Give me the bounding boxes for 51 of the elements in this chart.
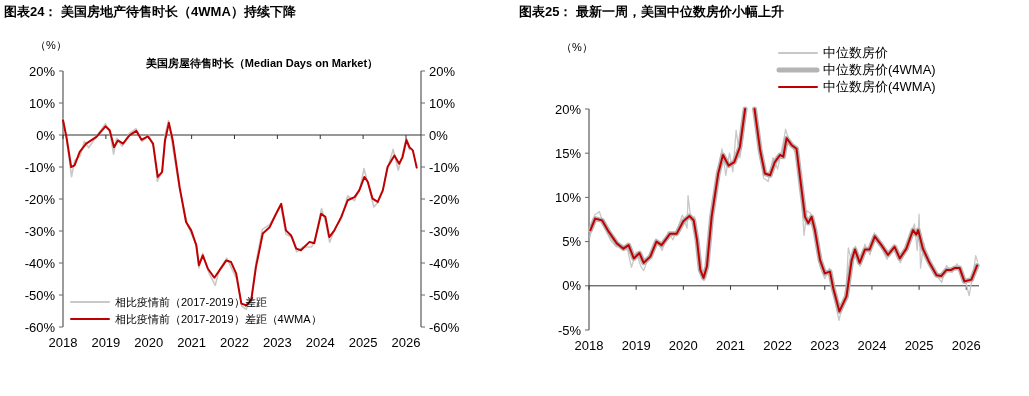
x-tick-label: 2020 xyxy=(134,335,164,350)
x-tick-label: 2020 xyxy=(668,338,698,353)
y-tick-label: 10% xyxy=(554,189,582,205)
x-tick-label: 2025 xyxy=(348,335,378,350)
y2-tick-label: 20% xyxy=(429,63,456,79)
x-tick-label: 2021 xyxy=(716,338,745,353)
y-tick-label: 0% xyxy=(36,127,56,143)
x-tick-label: 2023 xyxy=(810,338,840,353)
legend-label: 中位数房价(4WMA) xyxy=(823,62,936,77)
y-tick-label: 20% xyxy=(554,101,582,117)
legend-label: 相比疫情前（2017-2019）差距（4WMA） xyxy=(115,313,322,325)
x-tick-label: 2026 xyxy=(391,335,421,350)
y2-tick-label: -50% xyxy=(429,287,460,303)
y-tick-label: 5% xyxy=(562,234,582,250)
x-tick-label: 2018 xyxy=(574,338,604,353)
y-tick-label: 0% xyxy=(562,278,582,294)
y2-tick-label: 10% xyxy=(429,95,456,111)
legend-label: 中位数房价 xyxy=(823,45,888,60)
x-tick-label: 2022 xyxy=(763,338,793,353)
chart-title: 图表25： 最新一周，美国中位数房价小幅上升 xyxy=(519,4,785,19)
y-tick-label: -10% xyxy=(24,159,56,175)
y-tick-label: -30% xyxy=(24,223,56,239)
x-tick-label: 2019 xyxy=(621,338,651,353)
y-tick-label: 20% xyxy=(28,63,56,79)
y2-tick-label: -10% xyxy=(429,159,460,175)
y-tick-label: -40% xyxy=(24,255,56,271)
y-axis-title: （%） xyxy=(561,41,593,53)
x-tick-label: 2026 xyxy=(951,338,981,353)
y2-tick-label: -30% xyxy=(429,223,460,239)
y-tick-label: -50% xyxy=(24,287,56,303)
x-tick-label: 2023 xyxy=(262,335,292,350)
chart-subtitle: 美国房屋待售时长（Median Days on Market） xyxy=(144,57,379,70)
x-tick-label: 2021 xyxy=(177,335,207,350)
y-tick-label: -5% xyxy=(557,322,582,338)
x-tick-label: 2018 xyxy=(48,335,78,350)
y-tick-label: -20% xyxy=(24,191,56,207)
chart-title: 图表24： 美国房地产待售时长（4WMA）持续下降 xyxy=(4,4,297,19)
x-tick-label: 2025 xyxy=(904,338,934,353)
y-axis-title: （%） xyxy=(35,39,67,51)
x-tick-label: 2019 xyxy=(91,335,121,350)
y2-tick-label: -20% xyxy=(429,191,460,207)
y-tick-label: 10% xyxy=(28,95,56,111)
legend-label: 中位数房价(4WMA) xyxy=(823,79,936,94)
x-tick-label: 2024 xyxy=(305,335,335,350)
y2-tick-label: -60% xyxy=(429,319,460,335)
y2-tick-label: 0% xyxy=(429,127,449,143)
y-tick-label: -60% xyxy=(24,319,56,335)
x-tick-label: 2024 xyxy=(857,338,887,353)
y2-tick-label: -40% xyxy=(429,255,460,271)
x-tick-label: 2022 xyxy=(220,335,249,350)
y-tick-label: 15% xyxy=(554,145,582,161)
